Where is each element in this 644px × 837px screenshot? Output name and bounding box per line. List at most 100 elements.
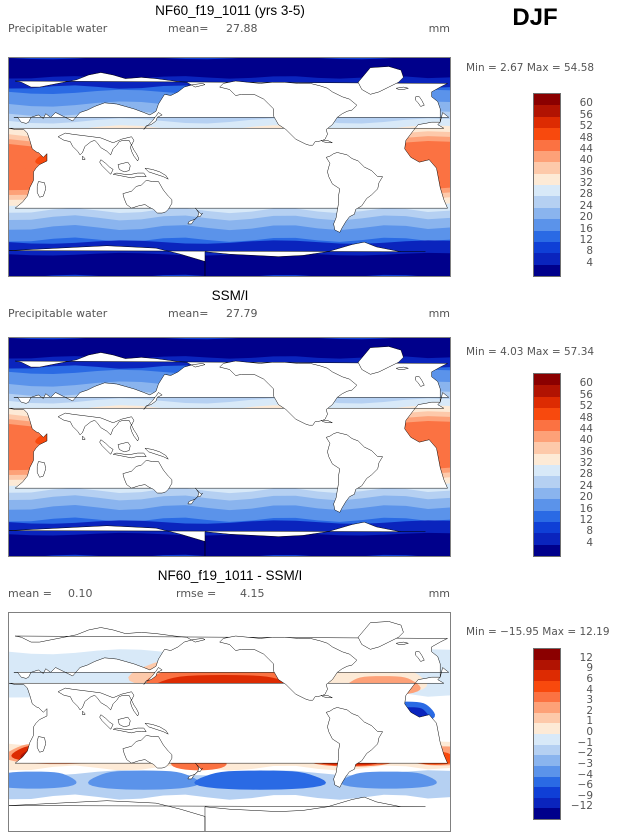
colorbar-tick-label: −2: [577, 747, 593, 760]
panel-diff-title: NF60_f19_1011 - SSM/I: [157, 568, 303, 583]
colorbar-tick-label: 40: [579, 434, 593, 447]
colorbar-band: [534, 712, 560, 724]
colorbar-tick-label: 4: [586, 536, 593, 549]
coastline: [57, 412, 135, 436]
colorbar-tick-label: 44: [579, 142, 593, 155]
colorbar-tick-label: −12: [570, 800, 593, 813]
contour-band: [194, 770, 326, 790]
map-panel-obs: [8, 337, 451, 557]
coastline: [57, 132, 135, 156]
colorbar-tick-label: 20: [579, 491, 593, 504]
colorbar-band: [534, 253, 560, 265]
world-map-svg: [9, 338, 450, 556]
colorbar-model-labels: 60 56 52 48 44 40 36 32 28 24 20 16 12 8 4: [563, 93, 609, 275]
season-label: DJF: [512, 4, 558, 31]
coastline: [9, 521, 426, 556]
colorbar-tick-label: −1: [577, 736, 593, 749]
colorbar-tick-label: 60: [579, 377, 593, 390]
coastline: [122, 180, 173, 214]
coastline: [326, 432, 383, 513]
colorbar-tick-label: 52: [579, 120, 593, 133]
colorbar-tick-label: 0: [586, 726, 593, 738]
panel-diff-units: mm: [428, 587, 450, 600]
panel-model-title: NF60_f19_1011 (yrs 3-5): [155, 3, 305, 18]
colorbar-tick-label: 4: [586, 256, 593, 269]
panel-diff-mean-value: 0.10: [68, 587, 93, 600]
contour-band: [9, 532, 450, 556]
colorbar-tick-label: 60: [579, 97, 593, 110]
colorbar-tick-label: 24: [579, 199, 593, 212]
colorbar-band: [534, 659, 560, 671]
colorbar-band: [534, 744, 560, 756]
coastline: [99, 159, 114, 175]
coastline: [395, 86, 409, 90]
coastline: [82, 435, 86, 440]
colorbar-tick-label: −9: [577, 789, 593, 802]
colorbar-tick-label: 24: [579, 479, 593, 492]
coastline: [36, 736, 46, 753]
colorbar-tick-label: 56: [579, 388, 593, 401]
coastline: [219, 635, 358, 701]
coastline: [36, 461, 46, 478]
colorbar-band: [534, 230, 560, 242]
colorbar-band: [534, 453, 560, 465]
panel-obs-variable: Precipitable water: [8, 307, 108, 320]
coastline: [82, 710, 86, 715]
colorbar-band: [534, 797, 560, 809]
colorbar-tick-label: 56: [579, 108, 593, 121]
colorbar-band: [534, 241, 560, 254]
colorbar-band: [534, 691, 560, 703]
colorbar-tick-label: 6: [586, 672, 593, 685]
panel-model-variable: Precipitable water: [8, 22, 108, 35]
colorbar-tick-label: −3: [577, 757, 593, 770]
colorbar-diff-labels: 12 9 6 4 3 2 1 0 −1 −2 −3 −4 −6 −9 −12: [563, 648, 609, 818]
colorbar-tick-label: 9: [586, 662, 593, 675]
colorbar-obs-labels: 60 56 52 48 44 40 36 32 28 24 20 16 12 8 4: [563, 373, 609, 555]
colorbar-band: [534, 419, 560, 431]
colorbar-band: [534, 219, 560, 231]
panel-diff-mean-label: mean =: [8, 587, 52, 600]
colorbar-tick-label: −6: [577, 779, 593, 792]
colorbar-tick-label: 4: [586, 683, 593, 696]
panel-obs-title: SSM/I: [211, 288, 249, 303]
colorbar-tick-label: 12: [579, 513, 593, 526]
colorbar-tick-label: 48: [579, 131, 593, 144]
colorbar-band: [534, 162, 560, 174]
panel-diff-rmse-label: rmse =: [176, 587, 217, 600]
coastline: [130, 424, 140, 442]
coastline: [99, 714, 114, 730]
colorbar-tick-label: 12: [579, 651, 593, 664]
colorbar-tick-label: 36: [579, 445, 593, 458]
coastline: [122, 460, 173, 494]
coastline: [144, 167, 169, 180]
panel-model-mean-value: 27.88: [226, 22, 258, 35]
panel-model-subheader: Precipitable water mean= 27.88 mm: [8, 22, 452, 38]
panel-model-units: mm: [428, 22, 450, 35]
colorbar-tick-label: 32: [579, 177, 593, 189]
colorbar-band: [534, 723, 560, 734]
world-map-svg: [9, 58, 450, 276]
coastline: [357, 621, 404, 650]
coastline: [9, 241, 426, 276]
colorbar-band: [534, 649, 560, 660]
colorbar-band: [534, 396, 560, 409]
colorbar-band: [534, 787, 560, 798]
colorbar-band: [534, 533, 560, 545]
coastline: [130, 144, 140, 162]
colorbar-band: [534, 465, 560, 477]
colorbar-band: [534, 702, 560, 713]
colorbar-band: [534, 173, 560, 185]
coastline: [117, 161, 131, 173]
coastline: [321, 140, 333, 143]
coastline: [357, 346, 404, 375]
colorbar-band: [534, 105, 560, 117]
coastline: [144, 447, 169, 460]
contour-band: [88, 770, 200, 790]
coastline: [187, 487, 203, 505]
contour-band: [9, 252, 450, 276]
colorbar-tick-label: 1: [586, 715, 593, 728]
map-panel-model: [8, 57, 451, 277]
colorbar-tick-label: 28: [579, 468, 593, 481]
panel-obs-minmax: Min = 4.03 Max = 57.34: [466, 346, 595, 358]
colorbar-tick-label: 52: [579, 400, 593, 413]
